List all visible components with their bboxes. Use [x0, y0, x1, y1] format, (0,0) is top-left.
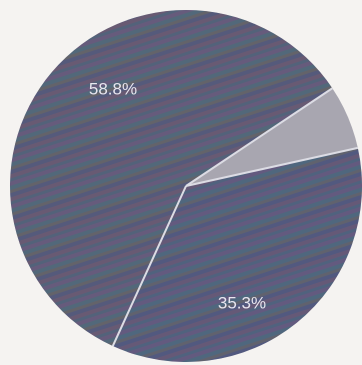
slice-divider-line — [185, 146, 359, 187]
slice-divider-line — [111, 185, 187, 347]
pie-slice-small — [186, 88, 358, 186]
slice-divider-line — [185, 87, 333, 187]
pie-slice-texture — [10, 10, 333, 347]
slice-label: 35.3% — [218, 293, 266, 312]
pie-slice-texture — [112, 147, 362, 362]
slice-label: 58.8% — [89, 79, 137, 98]
